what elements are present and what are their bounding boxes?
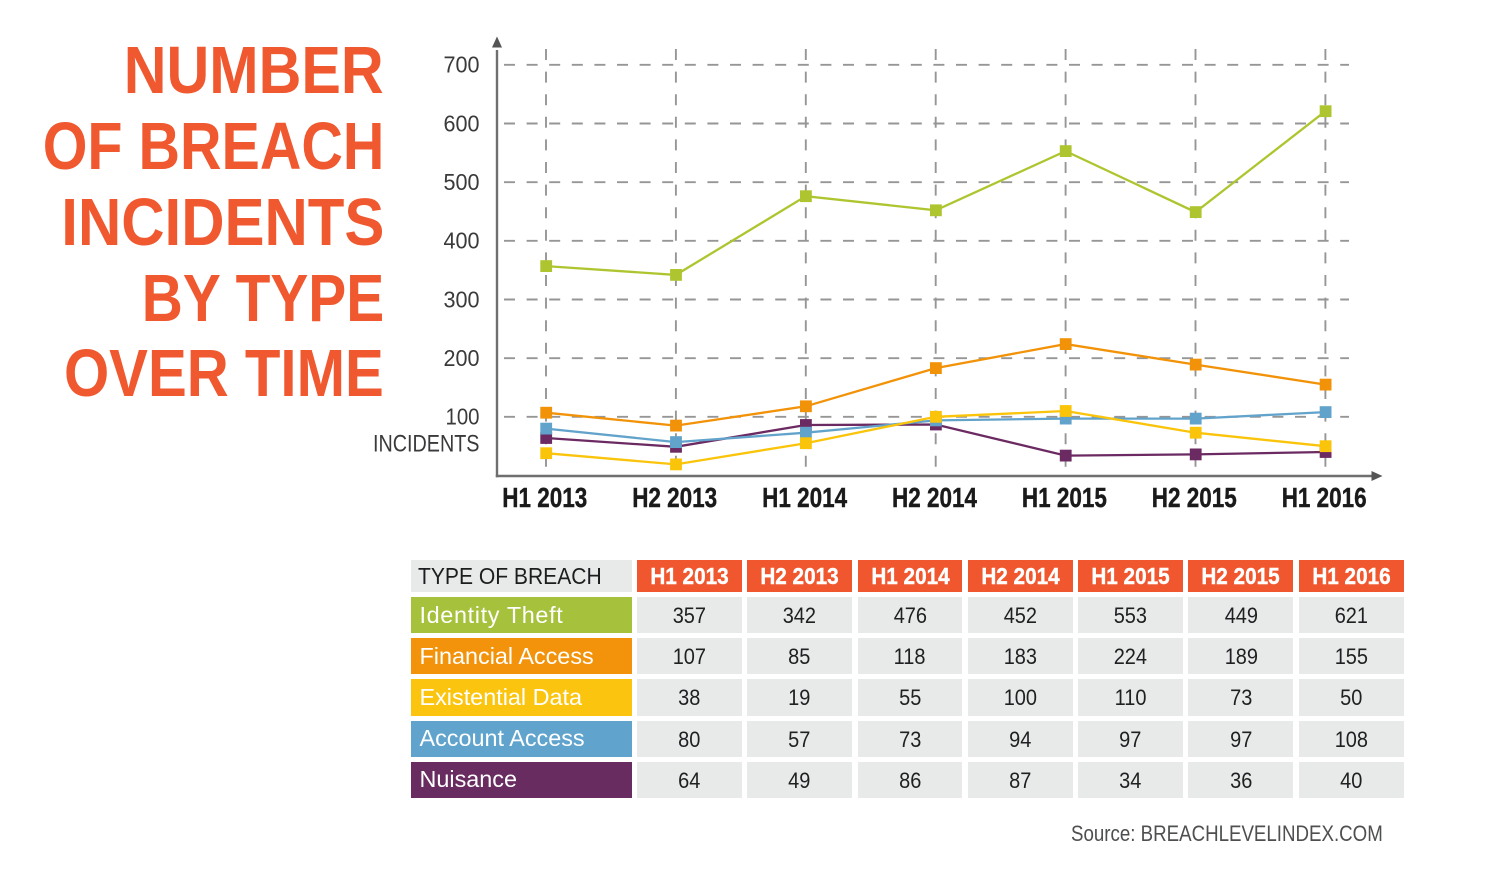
svg-text:H2 2015: H2 2015	[1152, 482, 1237, 513]
svg-text:H2 2014: H2 2014	[892, 482, 978, 513]
svg-text:H1 2016: H1 2016	[1282, 482, 1367, 513]
svg-text:400: 400	[444, 228, 480, 254]
svg-text:H2 2013: H2 2013	[632, 482, 717, 513]
svg-text:100: 100	[446, 404, 480, 430]
svg-text:200: 200	[444, 345, 480, 371]
svg-text:300: 300	[444, 286, 480, 312]
svg-text:H1 2014: H1 2014	[762, 482, 848, 513]
svg-text:500: 500	[444, 169, 480, 195]
svg-text:700: 700	[444, 52, 480, 78]
svg-text:INCIDENTS: INCIDENTS	[373, 431, 480, 458]
svg-text:600: 600	[444, 110, 480, 136]
svg-text:H1 2013: H1 2013	[502, 482, 587, 513]
svg-text:H1 2015: H1 2015	[1022, 482, 1107, 513]
